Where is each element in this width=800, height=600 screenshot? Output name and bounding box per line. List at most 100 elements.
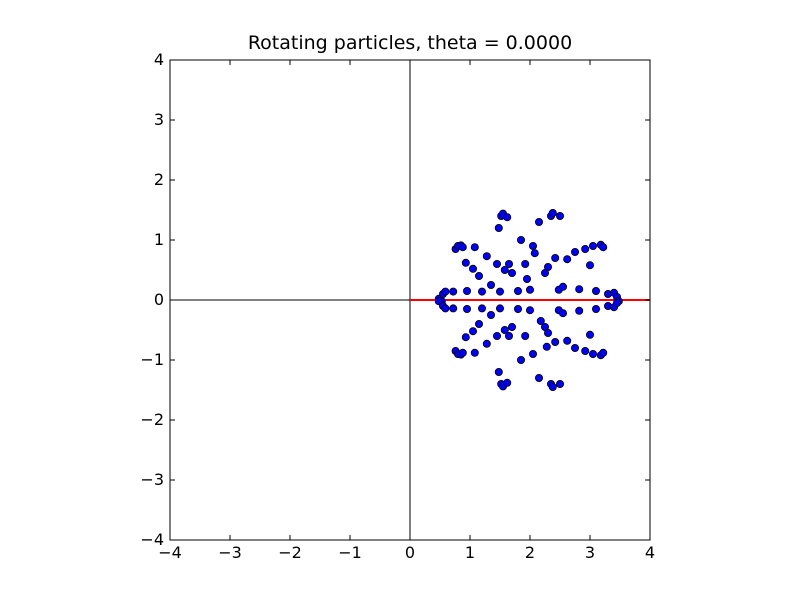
particle-point [571,247,580,256]
particle-point [517,235,526,244]
particle-point [575,306,584,315]
y-tick-label: −1 [140,350,164,369]
particle-point [468,327,477,336]
particle-point [526,306,535,315]
particle-point [462,286,471,295]
particle-point [474,319,483,328]
particle-point [504,331,513,340]
particle-point [589,349,598,358]
particle-point [461,333,470,342]
particle-point [449,287,458,296]
particle-point [470,243,479,252]
particle-point [575,285,584,294]
particle-point [559,309,568,318]
y-tick-label: −2 [140,410,164,429]
y-tick-label: −3 [140,470,164,489]
particle-point [477,287,486,296]
particle-point [571,343,580,352]
particle-point [586,330,595,339]
particle-point [559,282,568,291]
particle-point [544,262,553,271]
particle-point [458,348,467,357]
y-tick-label: 0 [154,290,164,309]
particle-point [556,211,565,220]
particle-point [586,261,595,270]
particle-point [592,286,601,295]
particle-point [599,348,608,357]
x-tick-label: −2 [278,543,302,562]
particle-point [492,331,501,340]
particle-point [613,298,622,307]
particle-point [521,331,530,340]
chart-title: Rotating particles, theta = 0.0000 [248,32,572,54]
particle-point [500,325,509,334]
particle-point [462,304,471,313]
particle-point [441,304,450,313]
particle-point [517,355,526,364]
particle-point [592,304,601,313]
particle-point [494,223,503,232]
particle-point [514,286,523,295]
particle-point [486,280,495,289]
particle-point [449,304,458,313]
particle-point [503,378,512,387]
particle-point [542,342,551,351]
particle-point [548,382,557,391]
particle-point [581,346,590,355]
particle-point [507,268,516,277]
particle-point [495,287,504,296]
particle-point [494,367,503,376]
y-tick-label: 3 [154,110,164,129]
particle-point [470,348,479,357]
particle-point [599,243,608,252]
particle-point [581,244,590,253]
particle-point [514,304,523,313]
y-tick-label: 1 [154,230,164,249]
y-tick-label: −4 [140,530,164,549]
particle-point [535,217,544,226]
particle-point [474,271,483,280]
particle-point [589,241,598,250]
x-tick-label: 2 [525,543,535,562]
particle-point [529,241,538,250]
x-tick-label: 1 [465,543,475,562]
y-tick-label: 4 [154,50,164,69]
particle-point [556,379,565,388]
particle-point [551,337,560,346]
particle-point [523,274,532,283]
x-tick-label: −3 [218,543,242,562]
particle-point [535,373,544,382]
x-tick-label: 3 [585,543,595,562]
particle-point [495,304,504,313]
x-tick-label: −4 [158,543,182,562]
particle-point [529,349,538,358]
particle-point [500,265,509,274]
particle-point [526,285,535,294]
particle-point [530,249,539,258]
particle-point [521,259,530,268]
y-tick-label: 2 [154,170,164,189]
x-tick-label: 4 [645,543,655,562]
particle-point [507,322,516,331]
particle-point [468,264,477,273]
particle-point [486,310,495,319]
particle-point [492,259,501,268]
particle-point [563,336,572,345]
particle-point [482,339,491,348]
x-tick-label: −1 [338,543,362,562]
particle-point [551,253,560,262]
particle-point [458,243,467,252]
particle-point [548,208,557,217]
particle-point [441,287,450,296]
particle-point [477,304,486,313]
particle-point [482,252,491,261]
particle-point [461,258,470,267]
particle-point [536,316,545,325]
particle-point [503,213,512,222]
particle-point [504,259,513,268]
particle-point [563,255,572,264]
particle-point [544,328,553,337]
x-tick-label: 0 [405,543,415,562]
